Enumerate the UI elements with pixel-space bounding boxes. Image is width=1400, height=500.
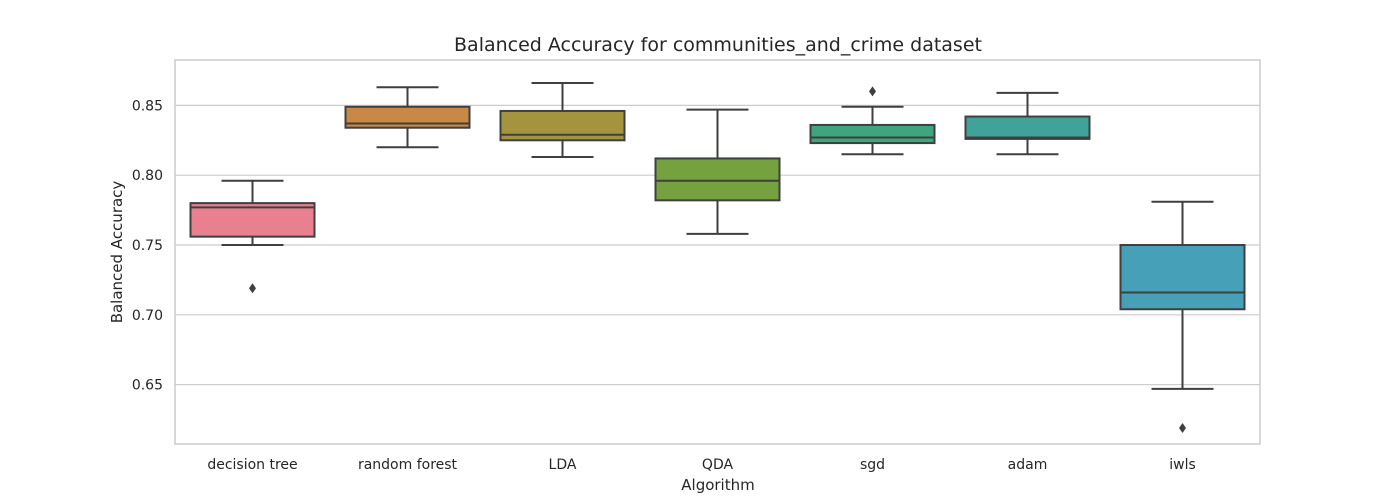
y-tick-label: 0.85 bbox=[132, 98, 163, 114]
y-tick-label: 0.65 bbox=[132, 378, 163, 394]
x-tick-label: QDA bbox=[702, 457, 734, 473]
outlier-point bbox=[249, 283, 256, 294]
box-decision-tree bbox=[189, 179, 316, 294]
x-tick-label: decision tree bbox=[207, 457, 297, 473]
outlier-point bbox=[869, 86, 876, 97]
iqr-box bbox=[499, 109, 626, 142]
y-axis-label: Balanced Accuracy bbox=[108, 181, 126, 324]
y-tick-label: 0.70 bbox=[132, 308, 163, 324]
box-lda bbox=[499, 82, 626, 159]
iqr-box bbox=[809, 123, 936, 145]
iqr-box bbox=[1119, 244, 1246, 311]
box-qda bbox=[654, 108, 781, 235]
plot-frame bbox=[174, 59, 1261, 445]
grid-layer bbox=[175, 104, 1260, 386]
x-axis-ticks: decision tree random forest LDA QDA sgd adam i… bbox=[207, 457, 1195, 473]
iqr-box bbox=[964, 115, 1091, 140]
y-tick-label: 0.75 bbox=[132, 238, 163, 254]
box-random-forest bbox=[344, 86, 471, 149]
box-adam bbox=[964, 91, 1091, 156]
x-tick-label: random forest bbox=[358, 457, 458, 473]
box-iwls bbox=[1119, 200, 1246, 433]
y-tick-label: 0.80 bbox=[132, 168, 163, 184]
x-tick-label: sgd bbox=[860, 457, 885, 473]
x-tick-label: LDA bbox=[549, 457, 577, 473]
iqr-box bbox=[654, 157, 781, 202]
iqr-box bbox=[189, 202, 316, 238]
x-axis-label: Algorithm bbox=[681, 476, 754, 494]
chart-title: Balanced Accuracy for communities_and_cr… bbox=[454, 34, 982, 56]
x-tick-label: adam bbox=[1008, 457, 1048, 473]
y-axis-ticks: 0.65 0.70 0.75 0.80 0.85 bbox=[132, 98, 163, 393]
outlier-point bbox=[1179, 422, 1186, 433]
x-tick-label: iwls bbox=[1169, 457, 1196, 473]
iqr-box bbox=[344, 105, 471, 129]
boxes-layer bbox=[189, 82, 1246, 433]
box-sgd bbox=[809, 86, 936, 156]
